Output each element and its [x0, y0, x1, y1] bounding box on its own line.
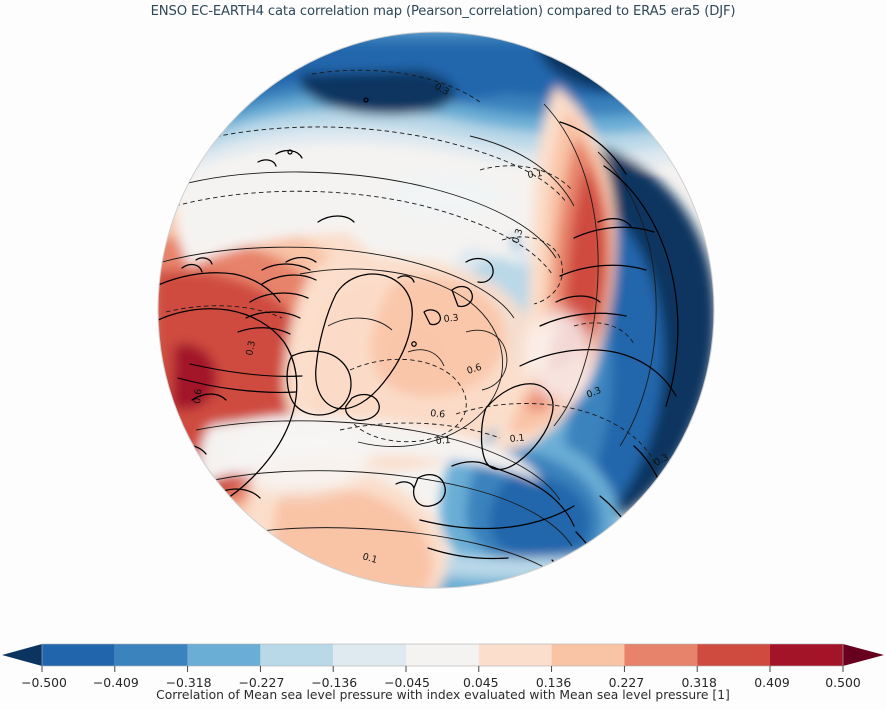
coastline-aleutians: [177, 363, 303, 393]
colorbar-tick-label: 0.409: [754, 675, 790, 690]
svg-text:0.1: 0.1: [527, 168, 543, 181]
colorbar-ticks: [41, 666, 844, 672]
svg-text:0.1: 0.1: [361, 551, 378, 566]
svg-text:0.3: 0.3: [510, 227, 525, 245]
colorbar-tick-label: 0.318: [681, 675, 717, 690]
colorbar-tick-label: 0.500: [825, 675, 861, 690]
map-field: 0.3 0.1 0.3 0.3 0.6 0.6 0.1 0.1 0.3 0.3 …: [158, 32, 714, 588]
colorbar-over-arrow: [843, 644, 884, 666]
svg-text:0.3: 0.3: [443, 312, 459, 325]
svg-text:0.1: 0.1: [435, 435, 451, 447]
colorbar-caption: Correlation of Mean sea level pressure w…: [156, 688, 730, 702]
page-title: ENSO EC-EARTH4 cata correlation map (Pea…: [150, 4, 736, 19]
svg-text:0.1: 0.1: [509, 432, 525, 445]
colorbar-tick-label: −0.227: [238, 675, 284, 690]
svg-text:0.3: 0.3: [244, 340, 258, 357]
svg-text:0.3: 0.3: [585, 385, 603, 401]
colorbar-tick-label: −0.045: [384, 675, 430, 690]
colorbar-tick-label: −0.500: [21, 675, 67, 690]
colorbar-tick-label: 0.227: [609, 675, 644, 690]
contour-lines: [161, 103, 657, 588]
colorbar-tick-label: −0.136: [311, 675, 357, 690]
colorbar-tick-label: −0.318: [166, 675, 212, 690]
colorbar-tick-labels: −0.500 −0.409 −0.318 −0.227 −0.136 −0.04…: [21, 675, 861, 690]
colorbar-swatches: [2, 643, 884, 667]
colorbar-tick-label: −0.409: [93, 675, 139, 690]
polar-map: 0.3 0.1 0.3 0.3 0.6 0.6 0.1 0.1 0.3 0.3 …: [0, 26, 886, 606]
contour-label: 0.3 0.1 0.3 0.3 0.6 0.6 0.1 0.1 0.3 0.3 …: [192, 81, 671, 566]
svg-text:0.6: 0.6: [430, 408, 446, 421]
colorbar-tick-label: 0.045: [463, 675, 498, 690]
globe-outline: [157, 31, 715, 589]
contour-lines-negative: [165, 69, 657, 467]
colorbar[interactable]: −0.500 −0.409 −0.318 −0.227 −0.136 −0.04…: [0, 636, 886, 709]
svg-text:0.6: 0.6: [466, 362, 484, 377]
colorbar-tick-label: 0.136: [536, 675, 572, 690]
colorbar-under-arrow: [2, 644, 42, 666]
